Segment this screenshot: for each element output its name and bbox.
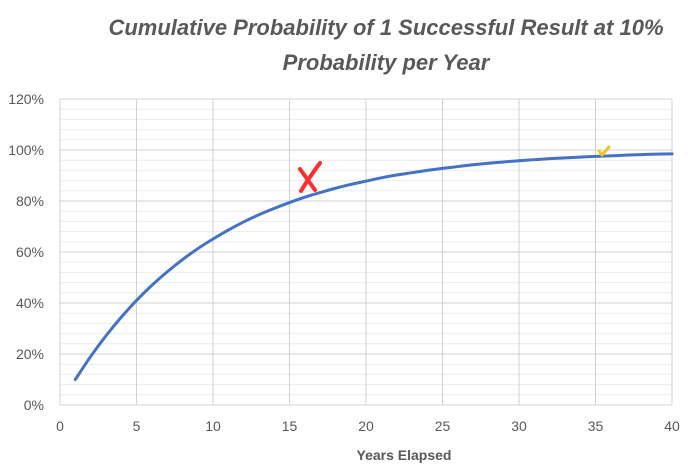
chart-title-line-2: Probability per Year (283, 50, 491, 75)
y-tick-label: 100% (8, 142, 44, 158)
red-x-annotation (298, 161, 322, 193)
x-tick-label: 30 (511, 418, 527, 434)
yellow-tick-annotation (597, 145, 611, 157)
x-mark-stroke (299, 161, 322, 193)
y-tick-label: 40% (16, 295, 44, 311)
y-axis-ticks: 0% 20% 40% 60% 80% 100% 120% (8, 91, 44, 413)
x-tick-label: 10 (205, 418, 221, 434)
x-axis-label: Years Elapsed (357, 447, 452, 463)
tick-mark-stroke (597, 145, 611, 157)
y-tick-label: 0% (24, 397, 44, 413)
series-line (73, 152, 674, 381)
y-tick-label: 20% (16, 346, 44, 362)
series-layer (73, 152, 674, 381)
x-tick-label: 35 (588, 418, 604, 434)
y-tick-label: 120% (8, 91, 44, 107)
major-gridlines (59, 98, 673, 406)
chart-title-line-1: Cumulative Probability of 1 Successful R… (108, 15, 663, 40)
x-tick-label: 40 (664, 418, 680, 434)
x-tick-label: 15 (282, 418, 298, 434)
x-tick-label: 5 (133, 418, 141, 434)
x-axis-ticks: 0 5 10 15 20 25 30 35 40 (56, 418, 680, 434)
x-tick-label: 0 (56, 418, 64, 434)
x-tick-label: 20 (358, 418, 374, 434)
x-tick-label: 25 (435, 418, 451, 434)
y-tick-label: 60% (16, 244, 44, 260)
y-tick-label: 80% (16, 193, 44, 209)
